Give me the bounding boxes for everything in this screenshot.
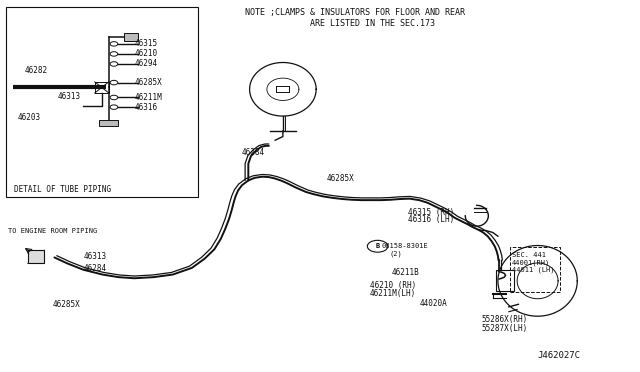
Bar bbox=[28, 250, 44, 263]
Text: 46313: 46313 bbox=[83, 252, 106, 261]
Text: 46294: 46294 bbox=[134, 60, 157, 68]
Text: 46285X: 46285X bbox=[134, 78, 162, 87]
Bar bbox=[6, 7, 198, 197]
Text: 55287X(LH): 55287X(LH) bbox=[481, 324, 527, 333]
Text: 44001(RH): 44001(RH) bbox=[512, 259, 550, 266]
Text: 46211B: 46211B bbox=[392, 268, 419, 277]
Text: 46282: 46282 bbox=[24, 66, 47, 75]
Text: DETAIL OF TUBE PIPING: DETAIL OF TUBE PIPING bbox=[14, 185, 111, 194]
Text: 44011 (LH): 44011 (LH) bbox=[512, 266, 554, 273]
Bar bbox=[99, 120, 118, 126]
Text: 46211M(LH): 46211M(LH) bbox=[370, 289, 416, 298]
Text: 55286X(RH): 55286X(RH) bbox=[481, 315, 527, 324]
Text: (2): (2) bbox=[389, 250, 402, 257]
Text: 46284: 46284 bbox=[242, 148, 265, 157]
Bar bbox=[496, 270, 514, 291]
Text: 46316 (LH): 46316 (LH) bbox=[408, 215, 454, 224]
Text: 46315: 46315 bbox=[134, 39, 157, 48]
Text: 46210: 46210 bbox=[134, 49, 157, 58]
Text: 46313: 46313 bbox=[58, 92, 81, 101]
Text: 46315 (RH): 46315 (RH) bbox=[408, 208, 454, 217]
Text: SEC. 441: SEC. 441 bbox=[512, 252, 546, 258]
Text: J462027C: J462027C bbox=[538, 351, 580, 360]
Bar bbox=[510, 247, 560, 292]
Text: 46285X: 46285X bbox=[326, 174, 354, 183]
Bar bbox=[124, 33, 138, 41]
Text: 46203: 46203 bbox=[18, 113, 41, 122]
Text: TO ENGINE ROOM PIPING: TO ENGINE ROOM PIPING bbox=[8, 228, 97, 234]
Text: 08158-8301E: 08158-8301E bbox=[381, 243, 428, 249]
Text: 46284: 46284 bbox=[83, 264, 106, 273]
Text: NOTE ;CLAMPS & INSULATORS FOR FLOOR AND REAR
       ARE LISTED IN THE SEC.173: NOTE ;CLAMPS & INSULATORS FOR FLOOR AND … bbox=[245, 8, 465, 28]
Text: B: B bbox=[376, 243, 380, 249]
Text: 46210 (RH): 46210 (RH) bbox=[370, 281, 416, 290]
Text: 46285X: 46285X bbox=[52, 300, 80, 309]
Text: 44020A: 44020A bbox=[419, 299, 447, 308]
Text: 46316: 46316 bbox=[134, 103, 157, 112]
Text: 46211M: 46211M bbox=[134, 93, 162, 102]
